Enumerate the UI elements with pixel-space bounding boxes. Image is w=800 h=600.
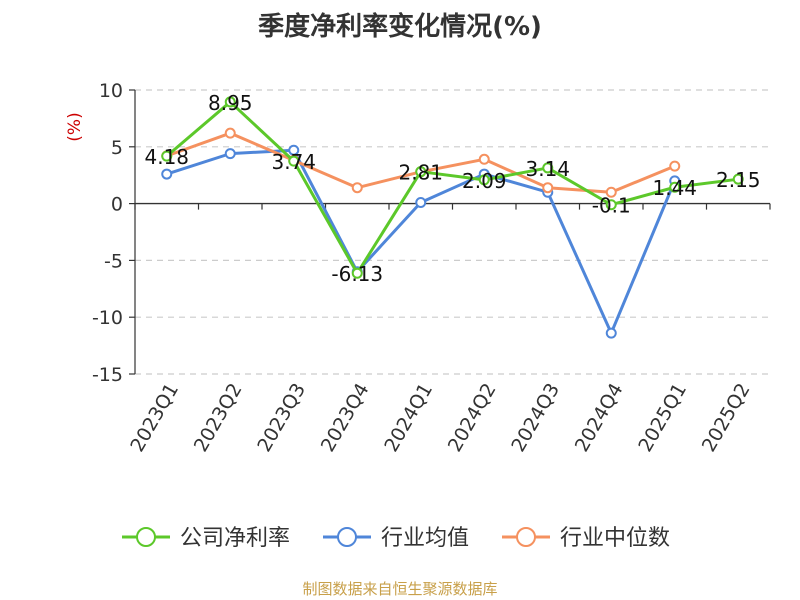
legend-marker	[337, 527, 357, 547]
data-point	[605, 186, 617, 198]
data-point	[288, 155, 300, 167]
data-point	[669, 160, 681, 172]
data-point	[478, 153, 490, 165]
data-label: 3.74	[271, 150, 316, 174]
data-label: 3.14	[525, 157, 570, 181]
x-tick-label: 2023Q2	[190, 380, 247, 456]
data-label: 4.18	[144, 145, 189, 169]
x-tick-label: 2024Q3	[507, 380, 564, 456]
x-tick-label: 2025Q2	[698, 380, 755, 456]
y-tick-label: 0	[111, 194, 123, 216]
y-tick-label: 5	[111, 137, 123, 159]
data-point	[415, 166, 427, 178]
data-point	[542, 182, 554, 194]
legend-marker	[516, 527, 536, 547]
data-point	[224, 127, 236, 139]
y-tick-label: -15	[92, 364, 123, 386]
data-point	[351, 267, 363, 279]
y-tick-label: 10	[99, 80, 123, 102]
series-lines	[161, 96, 744, 339]
legend-label: 行业中位数	[560, 526, 670, 551]
data-label: 1.44	[652, 176, 697, 200]
y-axis-label: (%)	[65, 112, 85, 141]
data-label: 2.09	[462, 169, 507, 193]
legend-label: 行业均值	[381, 526, 469, 551]
data-label: 2.81	[398, 161, 443, 185]
data-point	[605, 199, 617, 211]
data-point	[351, 182, 363, 194]
data-point	[288, 144, 300, 156]
data-point	[605, 327, 617, 339]
source-note: 制图数据来自恒生聚源数据库	[302, 580, 498, 598]
y-tick-label: -10	[92, 307, 123, 329]
data-point	[161, 168, 173, 180]
data-point	[224, 96, 236, 108]
x-tick-label: 2023Q1	[126, 380, 183, 456]
data-point	[732, 173, 744, 185]
x-tick-label: 2024Q2	[444, 380, 501, 456]
legend-label: 公司净利率	[180, 526, 290, 551]
y-tick-label: -5	[104, 250, 123, 272]
data-point	[669, 181, 681, 193]
data-label: 2.15	[716, 168, 761, 192]
grid-lines	[135, 89, 770, 375]
data-label: -6.13	[331, 262, 383, 286]
data-point	[415, 196, 427, 208]
series-line	[165, 100, 739, 275]
chart-title: 季度净利率变化情况(%)	[258, 12, 542, 42]
x-tick-label: 2024Q1	[380, 380, 437, 456]
data-labels: 4.18 8.95 3.74 -6.13 2.81 2.09 3.14 -0.1 1.44 2.1…	[144, 91, 760, 286]
x-tick-label: 2025Q1	[634, 380, 691, 456]
data-label: 8.95	[208, 91, 253, 115]
x-tick-label: 2023Q4	[317, 380, 374, 456]
data-point	[161, 150, 173, 162]
data-point	[224, 148, 236, 160]
x-tick-label: 2023Q3	[253, 380, 310, 456]
legend: 公司净利率 行业均值 行业中位数	[122, 526, 670, 551]
legend-marker	[136, 527, 156, 547]
data-label: -0.1	[592, 194, 631, 218]
data-point	[542, 162, 554, 174]
data-point	[478, 174, 490, 186]
x-tick-label: 2024Q4	[571, 380, 628, 456]
